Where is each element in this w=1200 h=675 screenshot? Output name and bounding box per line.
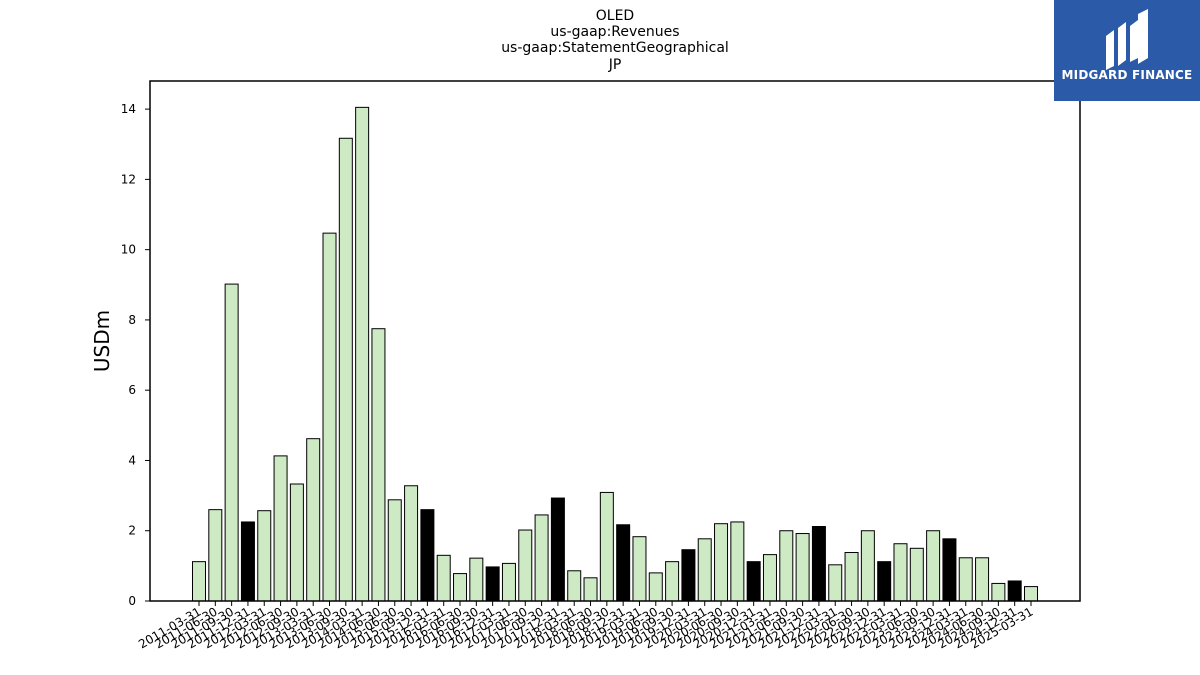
midgard-logo-icon	[1106, 9, 1148, 70]
bar	[697, 538, 712, 602]
bar	[975, 557, 990, 602]
bar	[893, 543, 908, 602]
bar	[632, 536, 647, 602]
y-tick-label: 12	[121, 172, 136, 186]
bar	[616, 524, 631, 602]
bar	[371, 328, 386, 602]
bar	[322, 232, 337, 602]
bar	[485, 566, 500, 602]
y-tick-label: 6	[128, 383, 136, 397]
bar	[567, 570, 582, 602]
bar	[387, 499, 402, 602]
bar	[828, 564, 843, 602]
bar	[208, 509, 223, 602]
bar	[306, 438, 321, 602]
bar	[909, 547, 924, 602]
bar	[1024, 586, 1038, 602]
bar	[289, 483, 304, 602]
bar	[518, 529, 533, 602]
logo-brand-name: MIDGARD FINANCE	[1061, 68, 1193, 82]
bar	[453, 573, 468, 602]
bar	[844, 552, 859, 602]
bar	[730, 521, 745, 602]
y-axis-ticks: 0 2 4 6 8 10 12 14	[121, 102, 150, 608]
bar	[257, 510, 272, 602]
bar	[599, 491, 614, 602]
bar	[1007, 580, 1022, 602]
bar	[240, 521, 255, 602]
y-tick-label: 4	[128, 453, 136, 467]
chart-title-line-3: us-gaap:StatementGeographical	[501, 40, 729, 56]
plot-frame	[149, 80, 1081, 602]
bar	[192, 561, 206, 602]
bar	[714, 523, 729, 602]
bar	[420, 509, 435, 602]
bar	[404, 485, 419, 602]
bar	[355, 106, 370, 602]
y-tick-label: 10	[121, 243, 136, 257]
bar	[746, 561, 761, 602]
bar	[469, 557, 484, 602]
bars-group	[192, 106, 1038, 602]
bar	[991, 582, 1006, 602]
bar	[665, 561, 680, 602]
y-tick-label: 8	[128, 313, 136, 327]
bar	[942, 538, 957, 602]
x-axis-ticks: 2011-03-312011-06-302011-09-302011-12-31…	[136, 601, 1036, 651]
chart-title-line-4: JP	[608, 57, 622, 73]
bar	[877, 561, 892, 602]
y-tick-label: 14	[121, 102, 136, 116]
bar	[550, 497, 565, 602]
bar	[681, 549, 696, 602]
bar	[501, 562, 516, 602]
bar	[534, 514, 549, 602]
bar	[583, 577, 598, 602]
bar	[648, 572, 663, 602]
bar	[338, 137, 353, 602]
y-tick-label: 0	[128, 594, 136, 608]
y-tick-label: 2	[128, 524, 136, 538]
bar	[795, 533, 810, 602]
bar	[762, 554, 777, 602]
bar	[224, 283, 239, 602]
bar	[273, 455, 288, 602]
chart-title-line-2: us-gaap:Revenues	[550, 24, 679, 40]
bar	[436, 554, 451, 602]
bar	[958, 557, 973, 602]
bar	[811, 526, 826, 602]
chart-title: OLED us-gaap:Revenues us-gaap:StatementG…	[501, 8, 729, 73]
y-axis-label: USDm	[90, 310, 114, 372]
midgard-logo: MIDGARD FINANCE	[1054, 0, 1200, 101]
bar	[926, 530, 941, 602]
bar	[860, 530, 875, 602]
bar	[779, 530, 794, 602]
chart-title-line-1: OLED	[596, 8, 634, 24]
